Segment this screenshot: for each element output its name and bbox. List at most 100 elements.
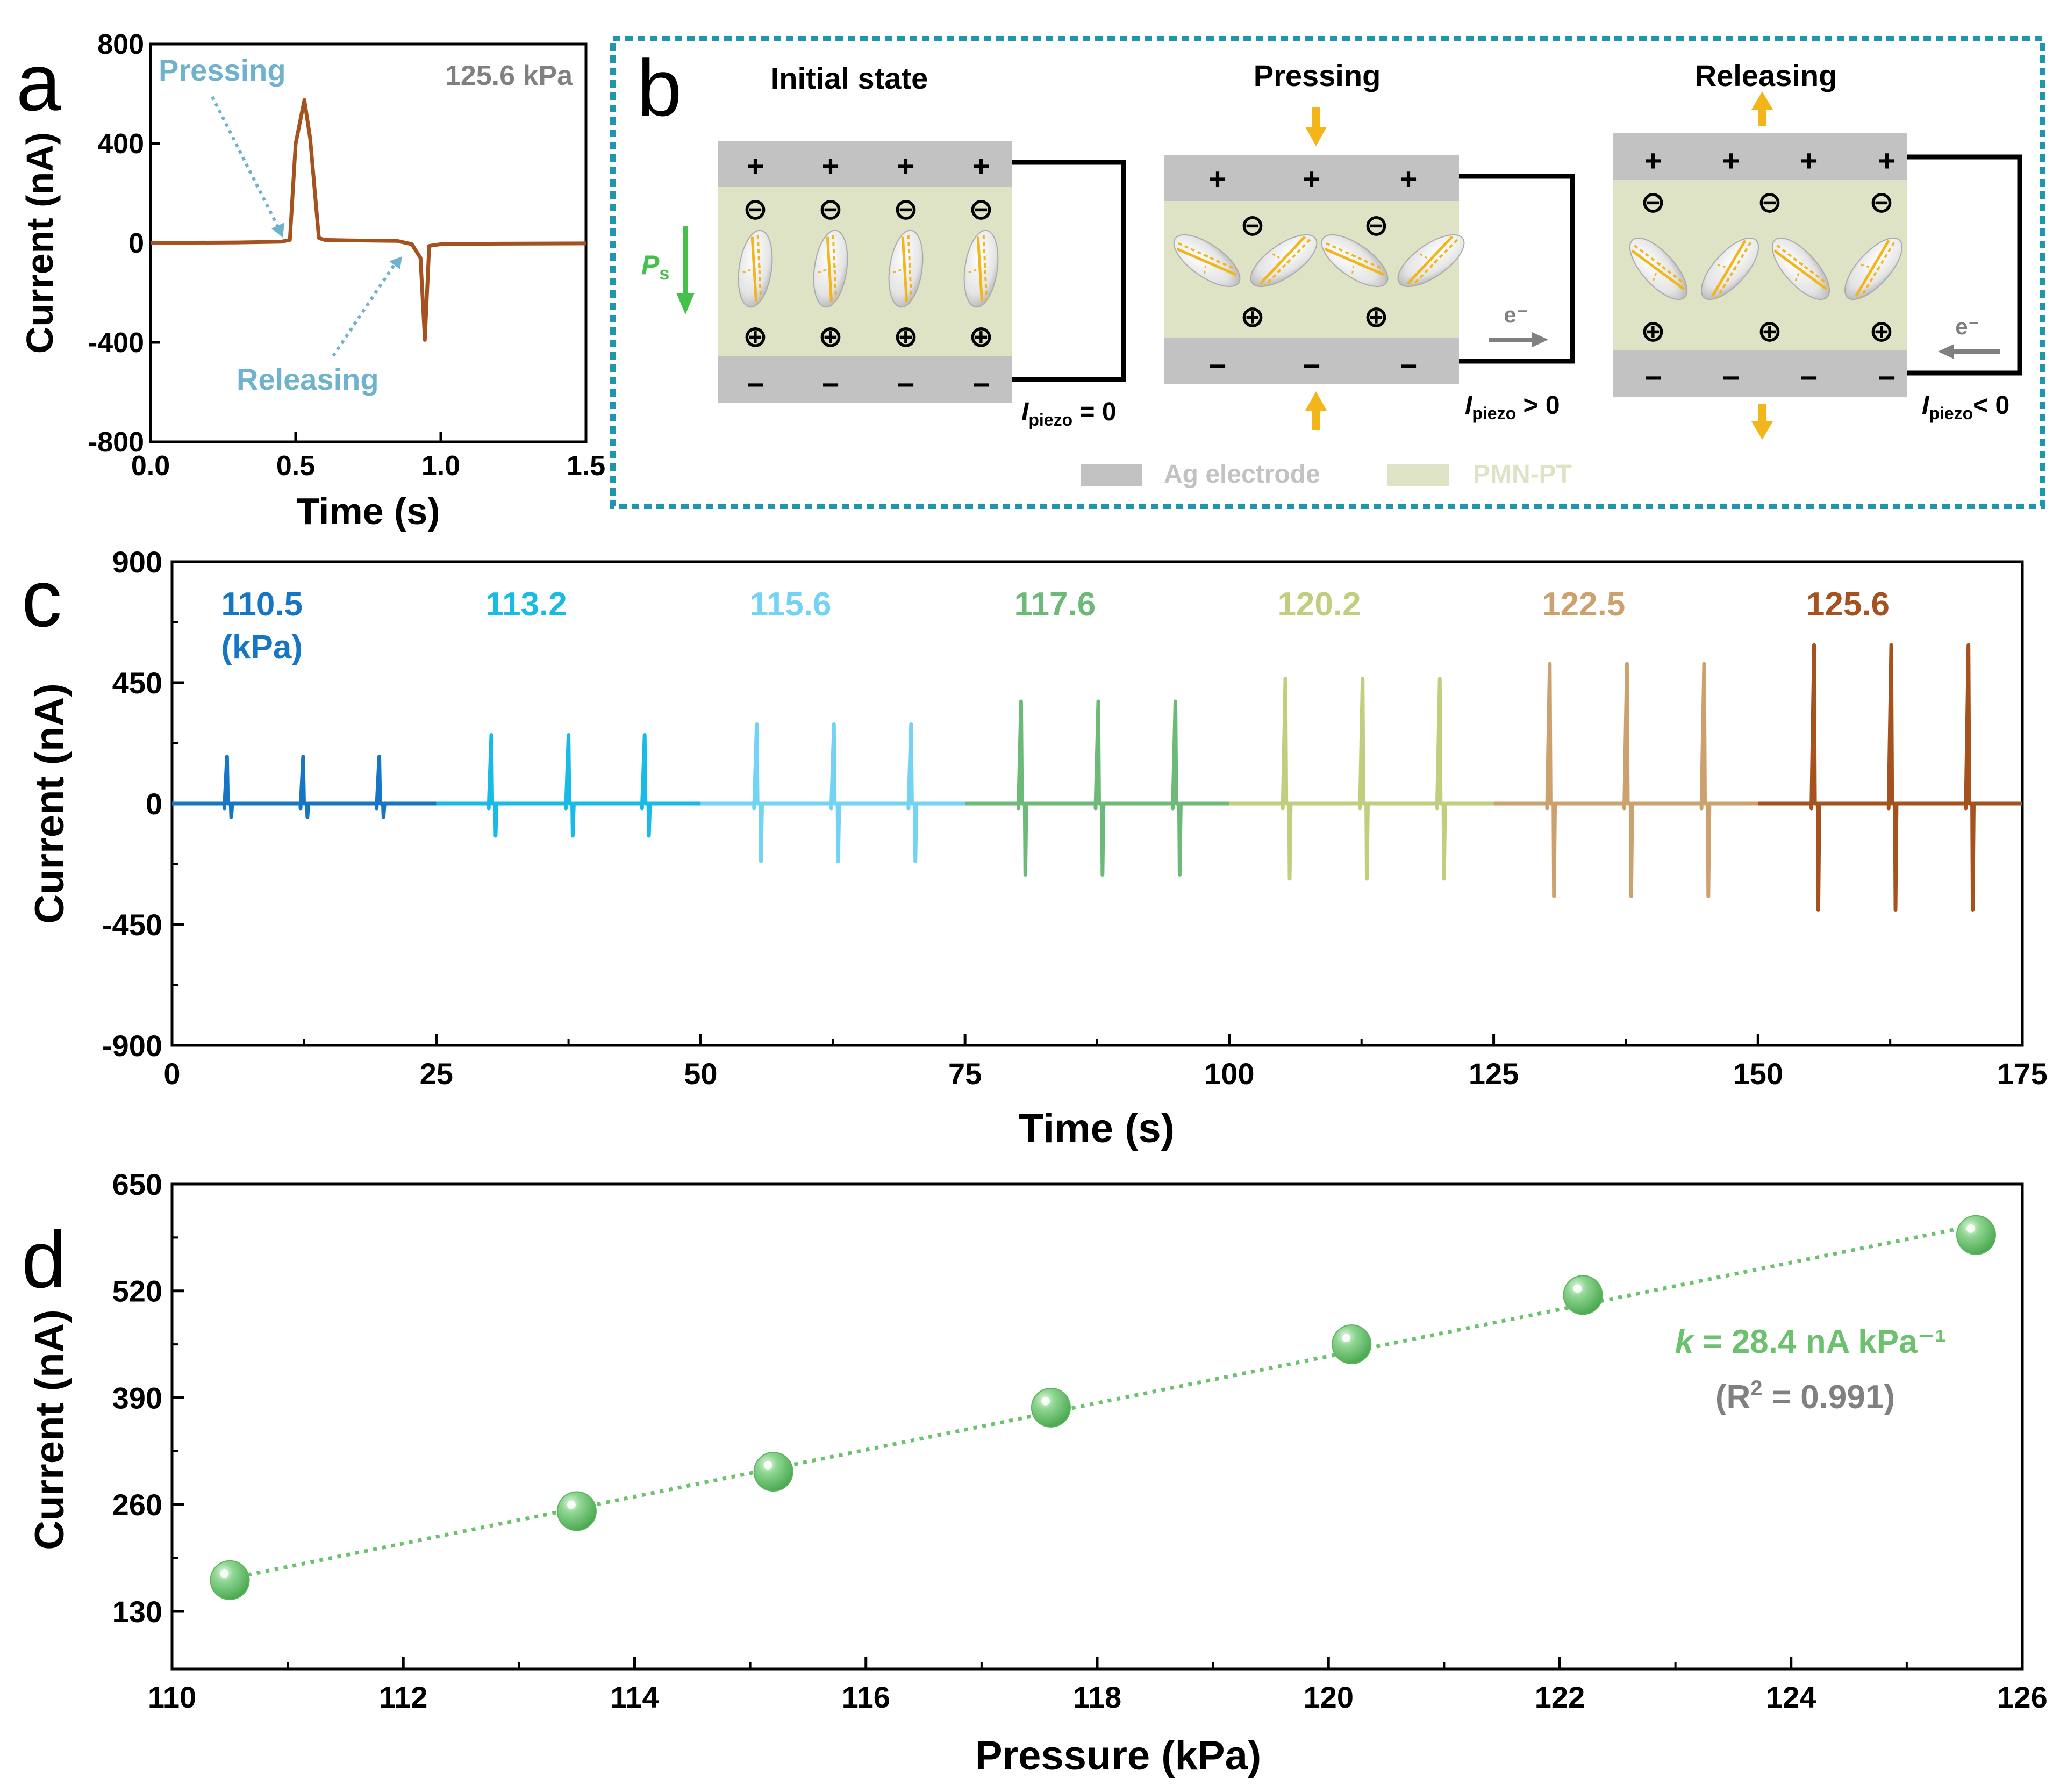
circuit-wire-initial: [1012, 160, 1126, 382]
bound-negative-charge: ⊖: [1641, 185, 1666, 219]
bound-negative-charge: ⊖: [1364, 208, 1389, 242]
panel-label-b: b: [637, 42, 682, 133]
tick-labels-a: 0.0 0.5 1.0 1.5 800 400 0 -400 -800: [88, 29, 605, 482]
plus-sign-top: +: [1303, 162, 1321, 196]
plus-sign-top: +: [1800, 144, 1818, 177]
dipole-axis-dashed: [982, 235, 988, 300]
x-tick-label-d: 116: [842, 1680, 890, 1714]
dipole-axis-dashed: [1716, 242, 1752, 298]
arrowhead-releasing: [389, 256, 402, 269]
current-trace-113.2: [436, 733, 701, 838]
bound-negative-charge: ⊖: [1240, 208, 1265, 242]
top-electrode-initial: [718, 141, 1012, 187]
dipole-axis-dashed: [1776, 245, 1829, 285]
current-traces-c: [172, 643, 2022, 912]
circuit-wire-pressing: [1459, 174, 1575, 364]
x-tick-label-d: 118: [1073, 1680, 1121, 1714]
ticks-c: [170, 560, 2024, 1047]
dipole-ellipse: [1397, 234, 1465, 288]
current-trace-a: [150, 98, 586, 342]
dipole-axis-dashed: [1859, 242, 1896, 298]
legend-text-pmn: PMN-PT: [1473, 460, 1572, 489]
x-tick-label-c: 25: [420, 1057, 453, 1091]
x-tick-label-c: 125: [1469, 1057, 1519, 1091]
tick-labels-d: 110 112 114 116 118 120 122 124 126 130 260 390 520 6…: [112, 1167, 2048, 1714]
ps-label: Ps: [641, 250, 669, 284]
arrow-releasing: [332, 262, 397, 357]
dipole-cross: [1861, 264, 1883, 271]
panel-d: d 110 112 114 116 118 120 122 124 126 130 260 390 52…: [22, 1167, 2048, 1779]
electron-label-releasing: e⁻: [1955, 314, 1980, 339]
y-tick-label-d: 520: [112, 1274, 162, 1308]
data-point-highlight: [567, 1500, 576, 1509]
force-arrow-bottom-pressing: [1305, 391, 1327, 430]
state-releasing-charges: + + + + − − − − ⊖ ⊖ ⊖ ⊕ ⊕ ⊕: [1629, 144, 1903, 395]
pressure-label: 110.5: [221, 586, 303, 623]
minus-sign-bottom: −: [1209, 349, 1227, 383]
dipole-axis-dashed: [1411, 239, 1458, 286]
panel-label-c: c: [22, 553, 62, 643]
dipole-cross: [1272, 253, 1292, 266]
dipole-cross: [1351, 252, 1356, 274]
current-trace-110.5: [172, 755, 437, 819]
x-tick-label-d: 124: [1766, 1680, 1816, 1714]
current-trace-120.2: [1229, 677, 1494, 881]
arrowhead-pressing: [271, 223, 284, 238]
state-title-pressing: Pressing: [1254, 59, 1381, 92]
current-trace-115.6: [700, 722, 965, 863]
dipole-axis-dashed: [832, 235, 838, 300]
force-arrow-bottom-releasing: [1751, 404, 1773, 440]
pressure-label-a: 125.6 kPa: [445, 60, 573, 91]
annotation-pressing: Pressing: [159, 53, 286, 87]
x-axis-label-d: Pressure (kPa): [975, 1733, 1261, 1779]
plus-sign-top: +: [1209, 162, 1227, 196]
electron-arrowhead-releasing: [1938, 344, 1954, 359]
y-tick-label-a: 400: [97, 128, 144, 160]
y-tick-label-a: -400: [88, 327, 144, 359]
current-trace-117.6: [965, 699, 1229, 877]
state-initial-charges: + ⊖ ⊕ − + ⊖ ⊕ − + ⊖ ⊕ − + ⊖ ⊕ −: [738, 149, 999, 402]
pressure-label: 122.5: [1542, 586, 1625, 623]
current-label-pressing: Ipiezo > 0: [1465, 391, 1560, 423]
bottom-electrode-initial: [718, 356, 1012, 403]
dipole-ellipse: [738, 230, 773, 308]
minus-sign-bottom: −: [1800, 361, 1818, 395]
y-tick-label-c: -900: [102, 1029, 162, 1063]
panel-a: a 0.0 0.5 1.0 1.5 800 400 0 -400 -800 Current (n…: [16, 29, 605, 532]
data-points-d: [210, 1215, 1996, 1600]
dipole-axis-dashed: [1178, 242, 1238, 271]
dipole-ellipse: [1173, 234, 1241, 288]
arrow-pressing: [211, 96, 281, 231]
minus-sign-bottom: −: [1303, 349, 1321, 383]
dipole-cross: [1794, 260, 1805, 281]
ticks-a: [149, 42, 588, 443]
state-title-initial: Initial state: [771, 61, 928, 95]
bound-negative-charge: ⊖: [743, 192, 768, 226]
x-tick-label-d: 112: [379, 1680, 427, 1714]
pressure-label: 117.6: [1014, 586, 1096, 623]
panel-c: c 0 25 50 75 100 125 150 175 900 450 0 -450 -900 110…: [22, 545, 2048, 1151]
dipole-cross: [818, 264, 839, 274]
data-point: [1332, 1324, 1372, 1365]
current-label-releasing: Ipiezo< 0: [1922, 391, 2009, 423]
x-tick-label-a: 0.0: [131, 450, 170, 482]
y-axis-label-d: Current (nA): [27, 1309, 73, 1550]
y-tick-label-c: 0: [146, 787, 162, 821]
current-label-initial: Ipiezo = 0: [1021, 398, 1117, 429]
dipole-cross: [1717, 264, 1739, 271]
current-trace-125.6: [1758, 643, 2022, 912]
y-axis-label-a: Current (nA): [19, 132, 61, 354]
bound-negative-charge: ⊖: [1869, 185, 1894, 219]
bound-positive-charge: ⊕: [1240, 299, 1265, 333]
dipole-axis-dashed: [1634, 245, 1686, 285]
state-pressing: Pressing e⁻ Ipiezo > 0: [1164, 59, 1575, 430]
y-tick-label-a: 0: [128, 228, 144, 259]
axes-frame-d: [170, 1182, 2024, 1671]
dipole-cross: [893, 264, 914, 274]
bound-positive-charge: ⊕: [1364, 299, 1389, 333]
state-pressing-charges: + + + − − − ⊖ ⊖ ⊕ ⊕: [1173, 162, 1465, 383]
plus-sign-top: +: [1722, 144, 1740, 177]
dipole-ellipse: [888, 230, 924, 308]
ps-arrow-head: [676, 293, 695, 314]
